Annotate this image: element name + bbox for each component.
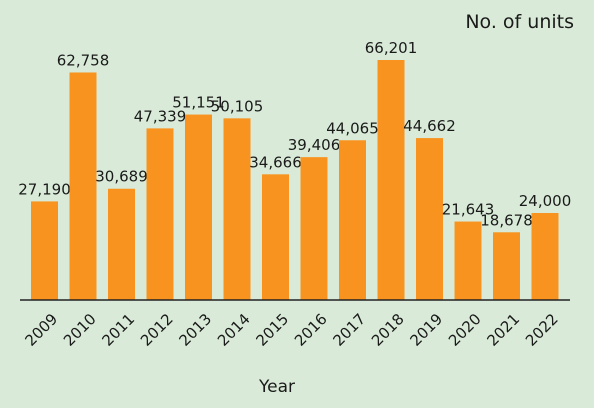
x-axis-label: Year [258,377,295,397]
data-label-2015: 34,666 [249,153,302,171]
data-label-2014: 50,105 [211,97,264,115]
x-tick-label-2013: 2013 [176,310,216,350]
x-tick-label-2019: 2019 [407,310,447,350]
data-label-2013: 51,151 [172,94,225,112]
x-tick-label-2017: 2017 [330,310,370,350]
bar-2014 [223,118,251,300]
bar-2021 [493,232,520,300]
data-label-2022: 24,000 [519,192,572,210]
x-tick-label-2021: 2021 [484,310,524,350]
bar-2011 [108,188,135,300]
bar-2013 [185,114,212,300]
x-tick-label-2020: 2020 [445,310,485,350]
data-label-2021: 18,678 [480,211,533,229]
bar-2020 [454,221,482,300]
bar-2009 [31,201,58,300]
x-tick-label-2022: 2022 [522,310,562,350]
x-tick-label-2018: 2018 [368,310,408,350]
bar-2010 [69,72,97,300]
bar-2018 [377,60,405,300]
bar-2022 [531,212,559,300]
bar-2012 [146,128,174,300]
data-label-2019: 44,662 [403,117,456,135]
data-label-2016: 39,406 [288,136,341,154]
x-tick-label-2015: 2015 [253,310,293,350]
y-axis-label: No. of units [465,11,574,33]
data-label-2011: 30,689 [95,168,148,186]
data-label-2020: 21,643 [442,201,495,219]
data-label-2017: 44,065 [326,119,379,137]
x-tick-label-2012: 2012 [137,310,177,350]
data-label-2009: 27,190 [18,180,71,198]
x-tick-label-2010: 2010 [60,310,100,350]
x-tick-label-2016: 2016 [291,310,331,350]
x-tick-label-2009: 2009 [22,310,62,350]
x-tick-label-2011: 2011 [99,310,139,350]
data-label-2018: 66,201 [365,39,418,57]
bar-2016 [300,157,328,300]
bar-2015 [262,174,289,300]
bar-2019 [416,138,443,300]
data-label-2010: 62,758 [57,51,110,69]
data-label-2012: 47,339 [134,107,187,125]
x-tick-label-2014: 2014 [214,310,254,350]
bar-2017 [339,140,366,300]
